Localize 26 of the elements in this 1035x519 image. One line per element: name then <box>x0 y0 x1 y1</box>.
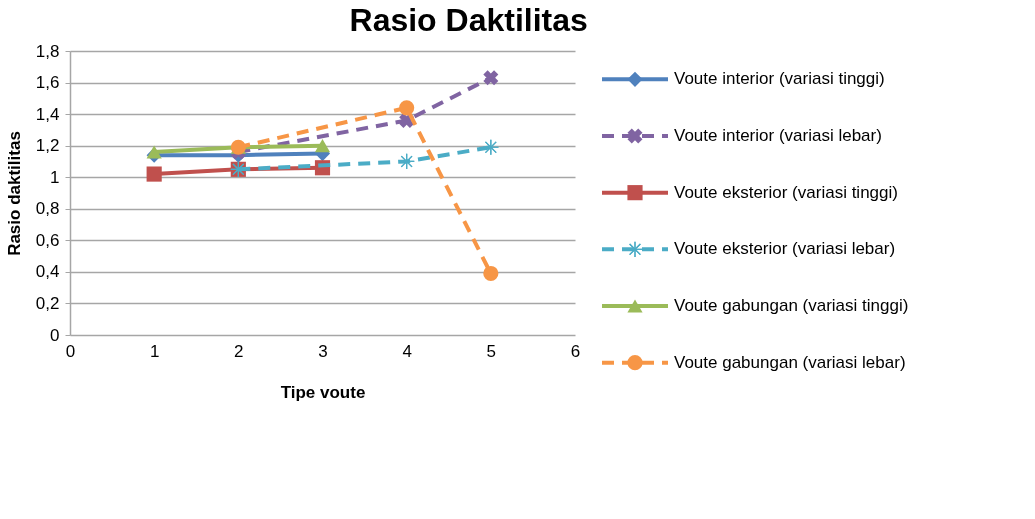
y-tick-label: 1,8 <box>35 41 60 61</box>
y-tick-label: 0,2 <box>35 293 60 313</box>
y-tick-label: 0,4 <box>35 262 60 282</box>
x-tick-label: 3 <box>318 341 328 361</box>
y-tick-label: 1,6 <box>35 73 60 93</box>
y-tick-label: 0,8 <box>35 199 60 219</box>
y-tick-label: 0 <box>50 325 60 345</box>
y-axis-title: Rasio daktilitas <box>4 131 24 256</box>
x-tick-label: 6 <box>570 341 581 361</box>
x-tick-label: 5 <box>486 341 497 361</box>
x-tick-label: 4 <box>402 341 412 361</box>
legend-label: Voute interior (variasi tinggi) <box>674 69 885 89</box>
legend-label: Voute gabungan (variasi lebar) <box>674 352 906 372</box>
x-tick-label: 0 <box>65 341 76 361</box>
x-tick-label: 2 <box>234 341 244 361</box>
legend-label: Voute eksterior (variasi tinggi) <box>674 182 898 202</box>
y-tick-label: 0,6 <box>35 230 60 250</box>
chart-title: Rasio Daktilitas <box>349 2 588 38</box>
y-tick-label: 1,4 <box>35 104 60 124</box>
legend-label: Voute gabungan (variasi tinggi) <box>674 296 909 315</box>
y-tick-label: 1,2 <box>35 136 60 156</box>
x-tick-label: 1 <box>149 341 160 361</box>
x-axis-title: Tipe voute <box>280 382 366 402</box>
y-tick-label: 1 <box>50 167 60 187</box>
legend-label: Voute eksterior (variasi lebar) <box>674 239 896 259</box>
legend-label: Voute interior (variasi lebar) <box>674 126 882 145</box>
